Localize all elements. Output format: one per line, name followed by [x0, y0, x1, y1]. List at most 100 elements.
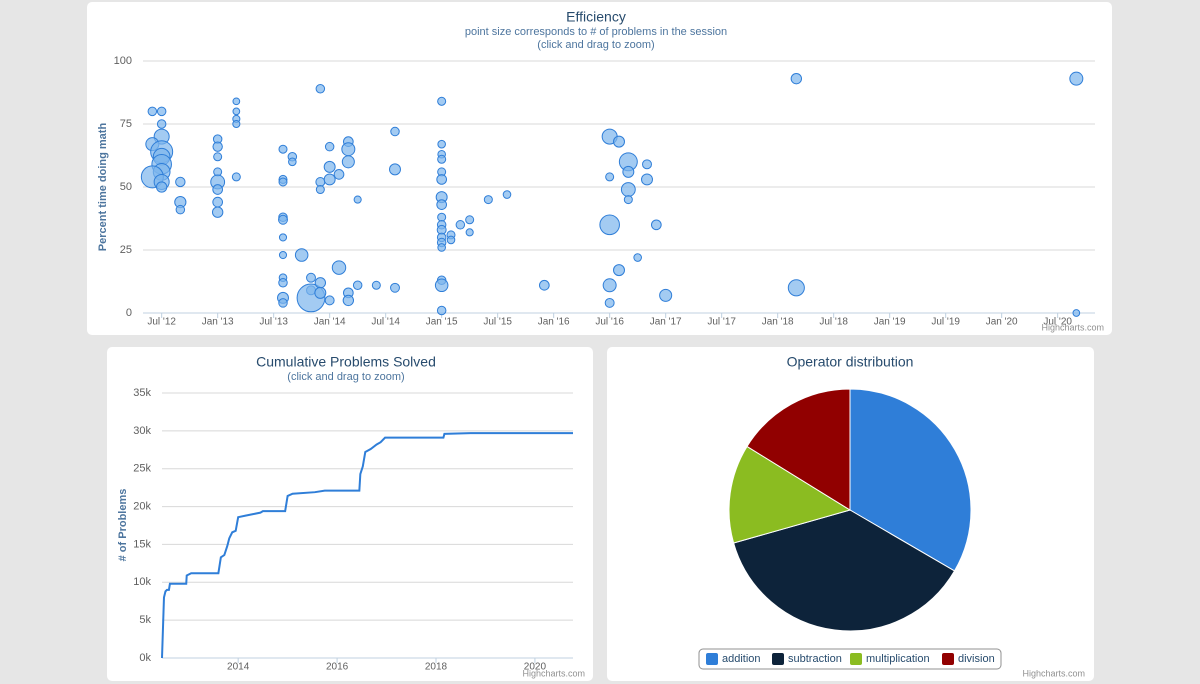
bubble[interactable] — [437, 212, 447, 222]
bubble[interactable] — [605, 172, 615, 182]
bubble[interactable] — [436, 305, 447, 316]
bubble[interactable] — [155, 181, 168, 193]
bubble[interactable] — [278, 298, 288, 308]
bubble[interactable] — [455, 220, 466, 230]
y-tick-label: 35k — [133, 387, 151, 399]
legend-label[interactable]: multiplication — [866, 653, 930, 665]
bubble[interactable] — [599, 214, 620, 236]
credits[interactable]: Highcharts.com — [1041, 322, 1104, 332]
legend-label[interactable]: division — [958, 653, 995, 665]
bubble[interactable] — [232, 107, 241, 116]
pie-slice[interactable] — [746, 388, 851, 511]
chart-title: Cumulative Problems Solved — [256, 354, 436, 370]
bubble[interactable] — [650, 219, 662, 231]
bubble[interactable] — [659, 288, 673, 302]
bubble[interactable] — [604, 297, 615, 308]
bubble[interactable] — [613, 264, 625, 277]
bubble[interactable] — [341, 155, 355, 169]
bubble[interactable] — [231, 172, 241, 182]
bubble[interactable] — [437, 243, 446, 252]
x-tick-label: Jan '13 — [202, 317, 234, 328]
bubble[interactable] — [437, 154, 447, 164]
bubble[interactable] — [212, 141, 223, 152]
legend-swatch[interactable] — [850, 653, 862, 665]
bubble[interactable] — [620, 182, 636, 197]
bubble[interactable] — [294, 248, 309, 262]
bubble[interactable] — [278, 214, 288, 225]
bubble[interactable] — [156, 119, 167, 129]
pie-slice[interactable] — [728, 445, 852, 544]
bubble[interactable] — [1072, 309, 1081, 317]
bubble[interactable] — [465, 215, 475, 225]
bubble[interactable] — [602, 278, 617, 293]
chart-subtitle: point size corresponds to # of problems … — [465, 26, 727, 38]
bubble[interactable] — [446, 235, 456, 245]
bubble[interactable] — [324, 295, 335, 306]
credits[interactable]: Highcharts.com — [522, 668, 585, 678]
chart-title: Efficiency — [566, 9, 626, 25]
bubble[interactable] — [324, 141, 335, 152]
bubble[interactable] — [211, 206, 224, 218]
bubble[interactable] — [278, 144, 288, 154]
x-tick-label: Jan '16 — [538, 317, 570, 328]
bubble[interactable] — [341, 142, 356, 157]
bubble[interactable] — [315, 185, 325, 195]
legend-swatch[interactable] — [942, 653, 954, 665]
bubble[interactable] — [502, 190, 512, 199]
bubble[interactable] — [175, 204, 186, 215]
bubble[interactable] — [278, 233, 288, 242]
bubble[interactable] — [437, 139, 446, 149]
bubble[interactable] — [212, 196, 224, 208]
bubble[interactable] — [278, 177, 288, 187]
bubble[interactable] — [622, 165, 635, 178]
bubble[interactable] — [538, 279, 550, 291]
bubble[interactable] — [642, 159, 652, 170]
bubble[interactable] — [315, 83, 326, 94]
bubble[interactable] — [333, 169, 345, 180]
legend-swatch[interactable] — [772, 653, 784, 665]
bubble[interactable] — [331, 260, 347, 275]
legend-swatch[interactable] — [706, 653, 718, 665]
bubble[interactable] — [623, 195, 633, 205]
bubble[interactable] — [232, 97, 241, 106]
bubble[interactable] — [641, 173, 653, 186]
legend-label[interactable]: subtraction — [788, 653, 842, 665]
bubble[interactable] — [1069, 71, 1084, 86]
bubble[interactable] — [323, 160, 336, 173]
bubble[interactable] — [613, 135, 625, 148]
bubble[interactable] — [434, 278, 449, 293]
bubble[interactable] — [314, 286, 327, 299]
bubble[interactable] — [212, 184, 224, 195]
bubble[interactable] — [278, 278, 288, 288]
bubble[interactable] — [390, 126, 400, 137]
legend-label[interactable]: addition — [722, 653, 761, 665]
pie-slice[interactable] — [732, 509, 956, 632]
bubble[interactable] — [790, 72, 803, 85]
bubble[interactable] — [390, 282, 400, 293]
pie-slice[interactable] — [849, 388, 972, 572]
bubble[interactable] — [306, 272, 316, 283]
bubble[interactable] — [232, 119, 241, 129]
bubble[interactable] — [288, 157, 297, 167]
bubble[interactable] — [483, 195, 493, 205]
bubble[interactable] — [787, 279, 805, 297]
bubble[interactable] — [436, 174, 448, 185]
bubble[interactable] — [147, 106, 158, 117]
bubble[interactable] — [213, 152, 223, 162]
bubble[interactable] — [436, 199, 448, 210]
y-tick-label: 10k — [133, 576, 151, 588]
bubble[interactable] — [156, 106, 167, 117]
bubble[interactable] — [465, 228, 474, 237]
bubble[interactable] — [175, 176, 186, 188]
bubble[interactable] — [437, 96, 447, 106]
bubble[interactable] — [342, 294, 355, 307]
bubble[interactable] — [323, 173, 336, 186]
bubble[interactable] — [389, 163, 401, 176]
bubble[interactable] — [314, 277, 327, 289]
bubble[interactable] — [633, 253, 642, 262]
bubble[interactable] — [352, 280, 363, 291]
bubble[interactable] — [353, 195, 362, 204]
credits[interactable]: Highcharts.com — [1022, 668, 1085, 678]
bubble[interactable] — [371, 280, 381, 290]
bubble[interactable] — [278, 250, 288, 260]
